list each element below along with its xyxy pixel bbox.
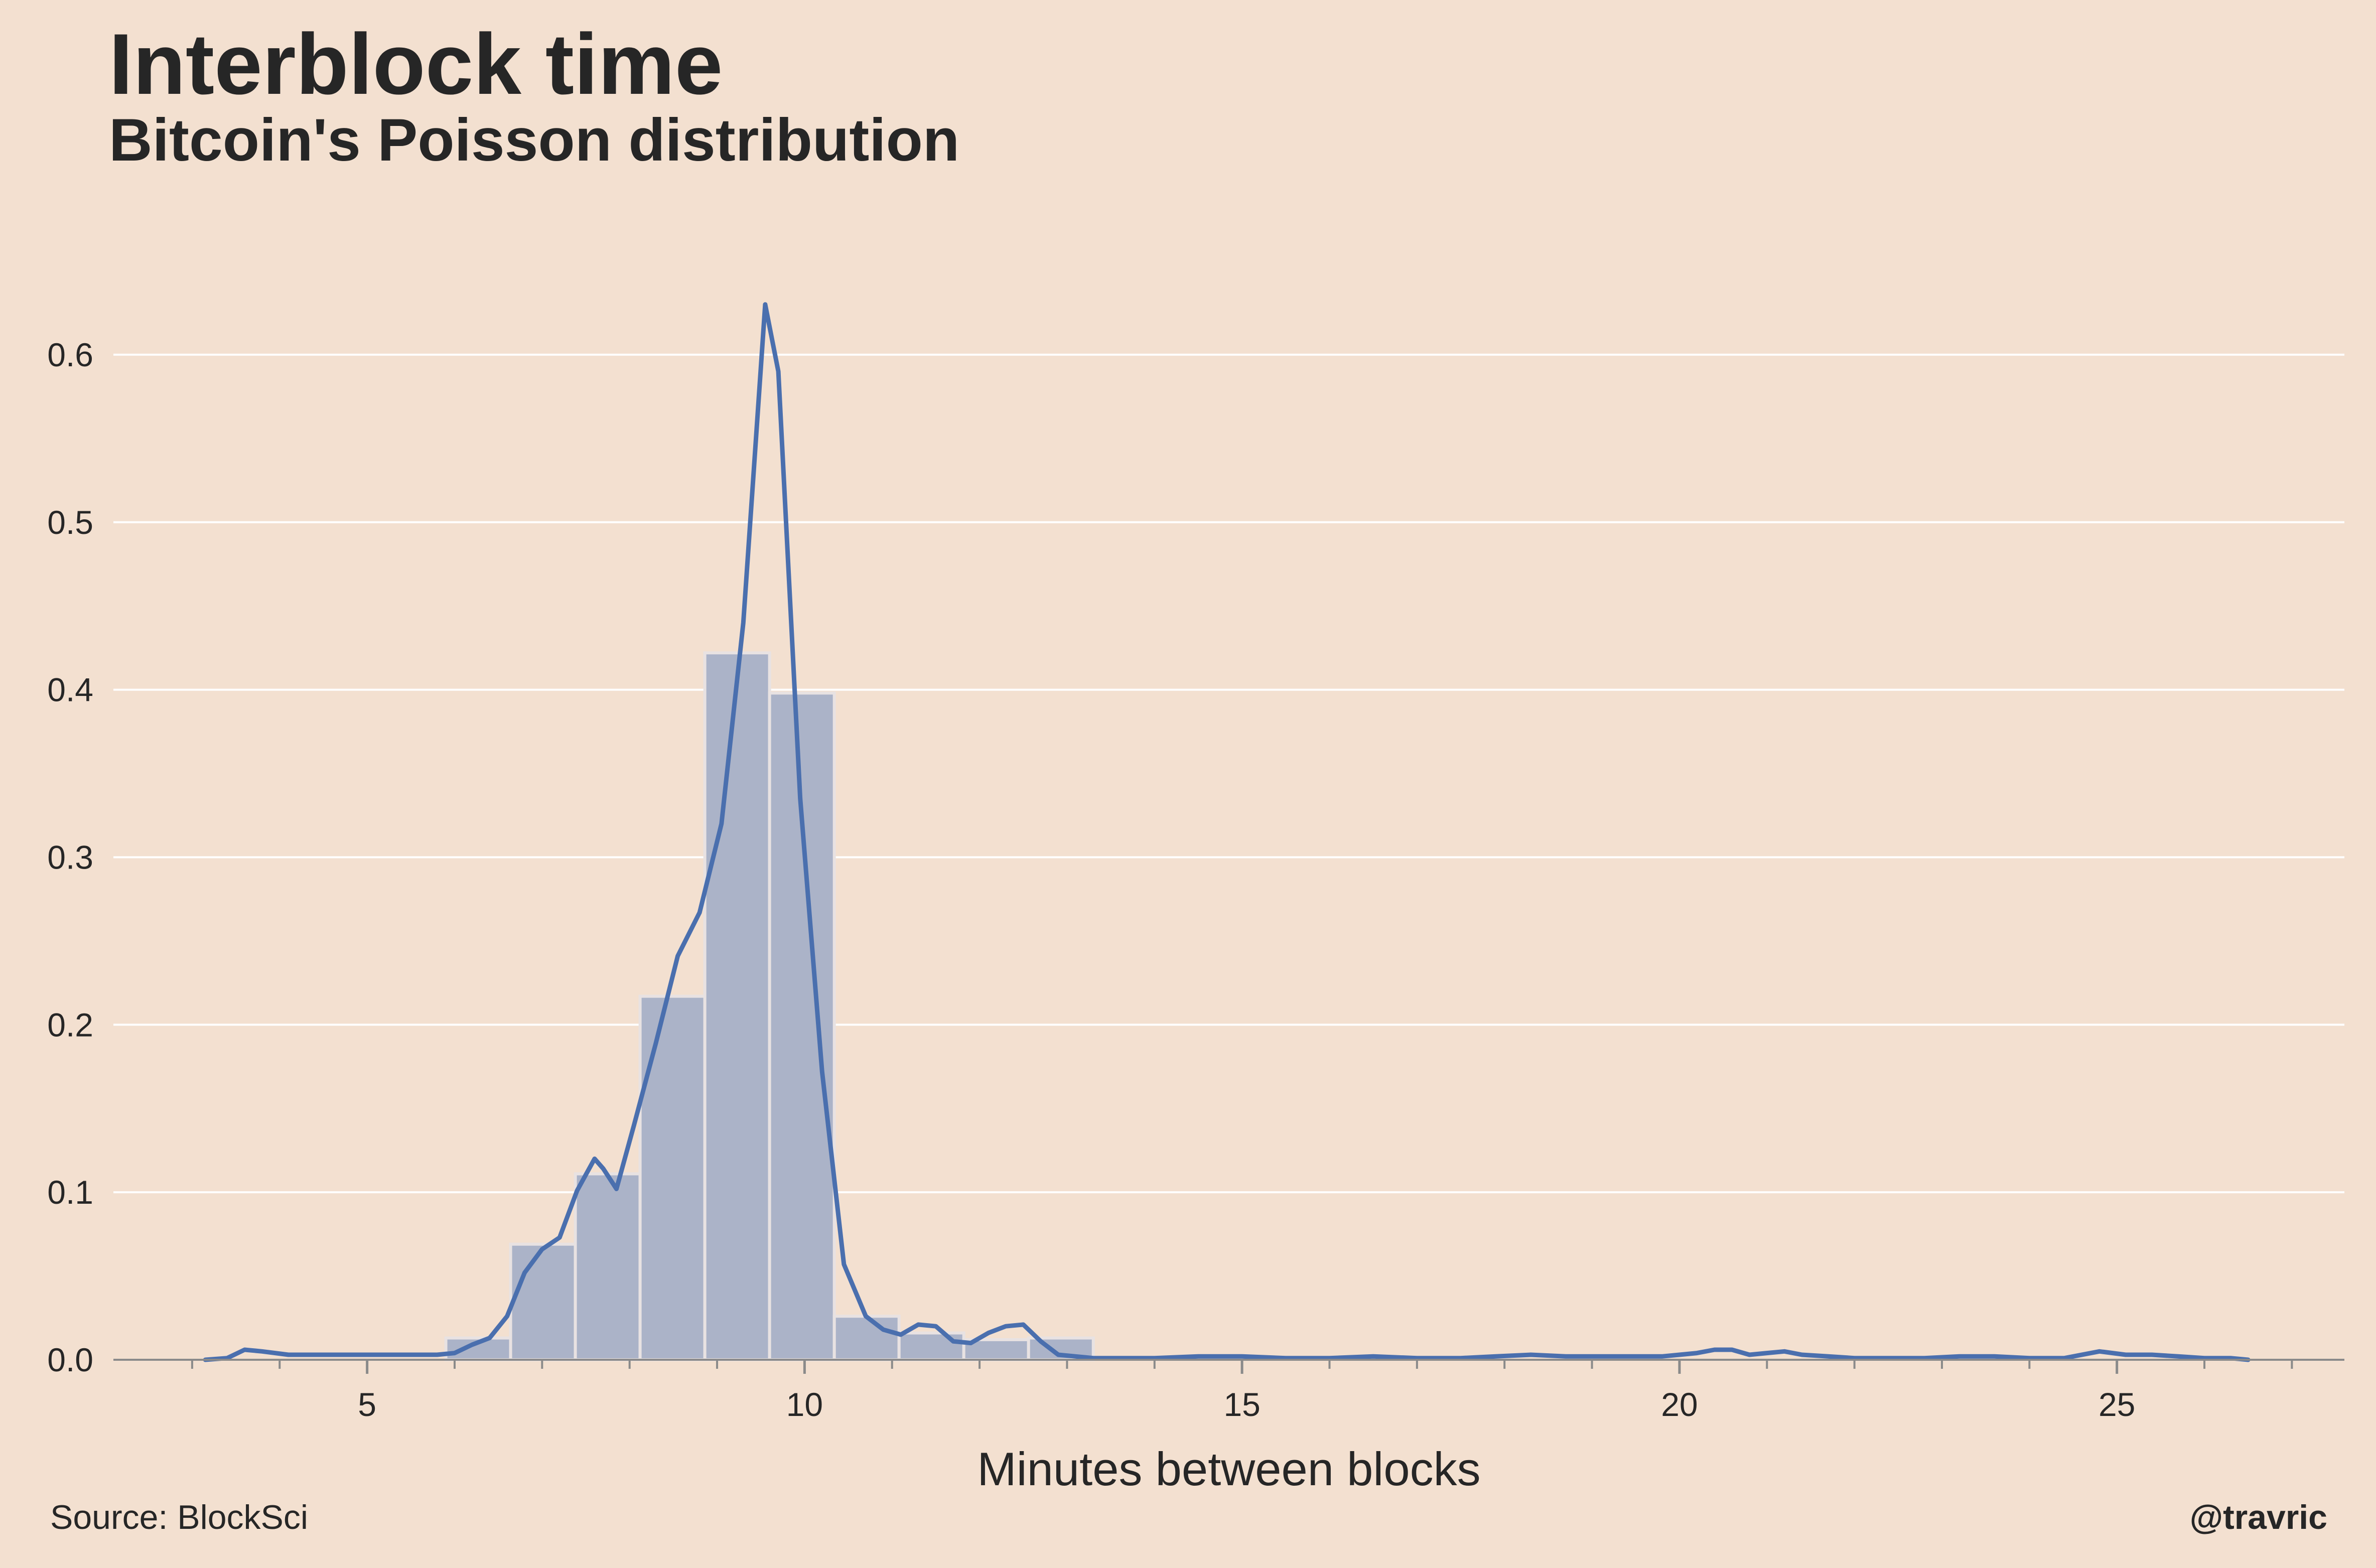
histogram-bar xyxy=(832,1315,901,1361)
source-note: Source: BlockSci xyxy=(50,1498,308,1536)
chart-subtitle: Bitcoin's Poisson distribution xyxy=(109,106,960,174)
x-tick-label: 15 xyxy=(1223,1386,1260,1423)
y-tick-label: 0.2 xyxy=(47,1006,93,1043)
y-tick-label: 0.0 xyxy=(47,1341,93,1378)
y-axis-tick-labels: 0.0 0.1 0.2 0.3 0.4 0.5 0.6 xyxy=(47,336,93,1378)
x-tick-label: 25 xyxy=(2099,1386,2135,1423)
histogram-bar xyxy=(897,1331,965,1362)
y-tick-label: 0.6 xyxy=(47,336,93,373)
x-tick-label: 10 xyxy=(786,1386,823,1423)
grid-lines xyxy=(113,353,2344,1194)
x-axis-label: Minutes between blocks xyxy=(977,1443,1480,1495)
x-tick-label: 20 xyxy=(1661,1386,1698,1423)
density-line-layer xyxy=(203,302,2251,1362)
histogram-bar xyxy=(509,1242,577,1362)
chart-title: Interblock time xyxy=(109,16,723,112)
x-tick-label: 5 xyxy=(358,1386,376,1423)
x-axis: 5 10 15 20 25 xyxy=(113,1359,2344,1423)
y-tick-label: 0.4 xyxy=(47,671,93,708)
histogram-bar xyxy=(638,994,707,1361)
histogram-bar xyxy=(703,651,771,1361)
y-tick-label: 0.1 xyxy=(47,1174,93,1211)
histogram-bar xyxy=(574,1172,642,1361)
y-tick-label: 0.5 xyxy=(47,504,93,541)
y-tick-label: 0.3 xyxy=(47,838,93,876)
density-line xyxy=(203,302,2251,1362)
histogram-bars xyxy=(444,651,1095,1362)
author-credit: @travric xyxy=(2189,1498,2327,1536)
